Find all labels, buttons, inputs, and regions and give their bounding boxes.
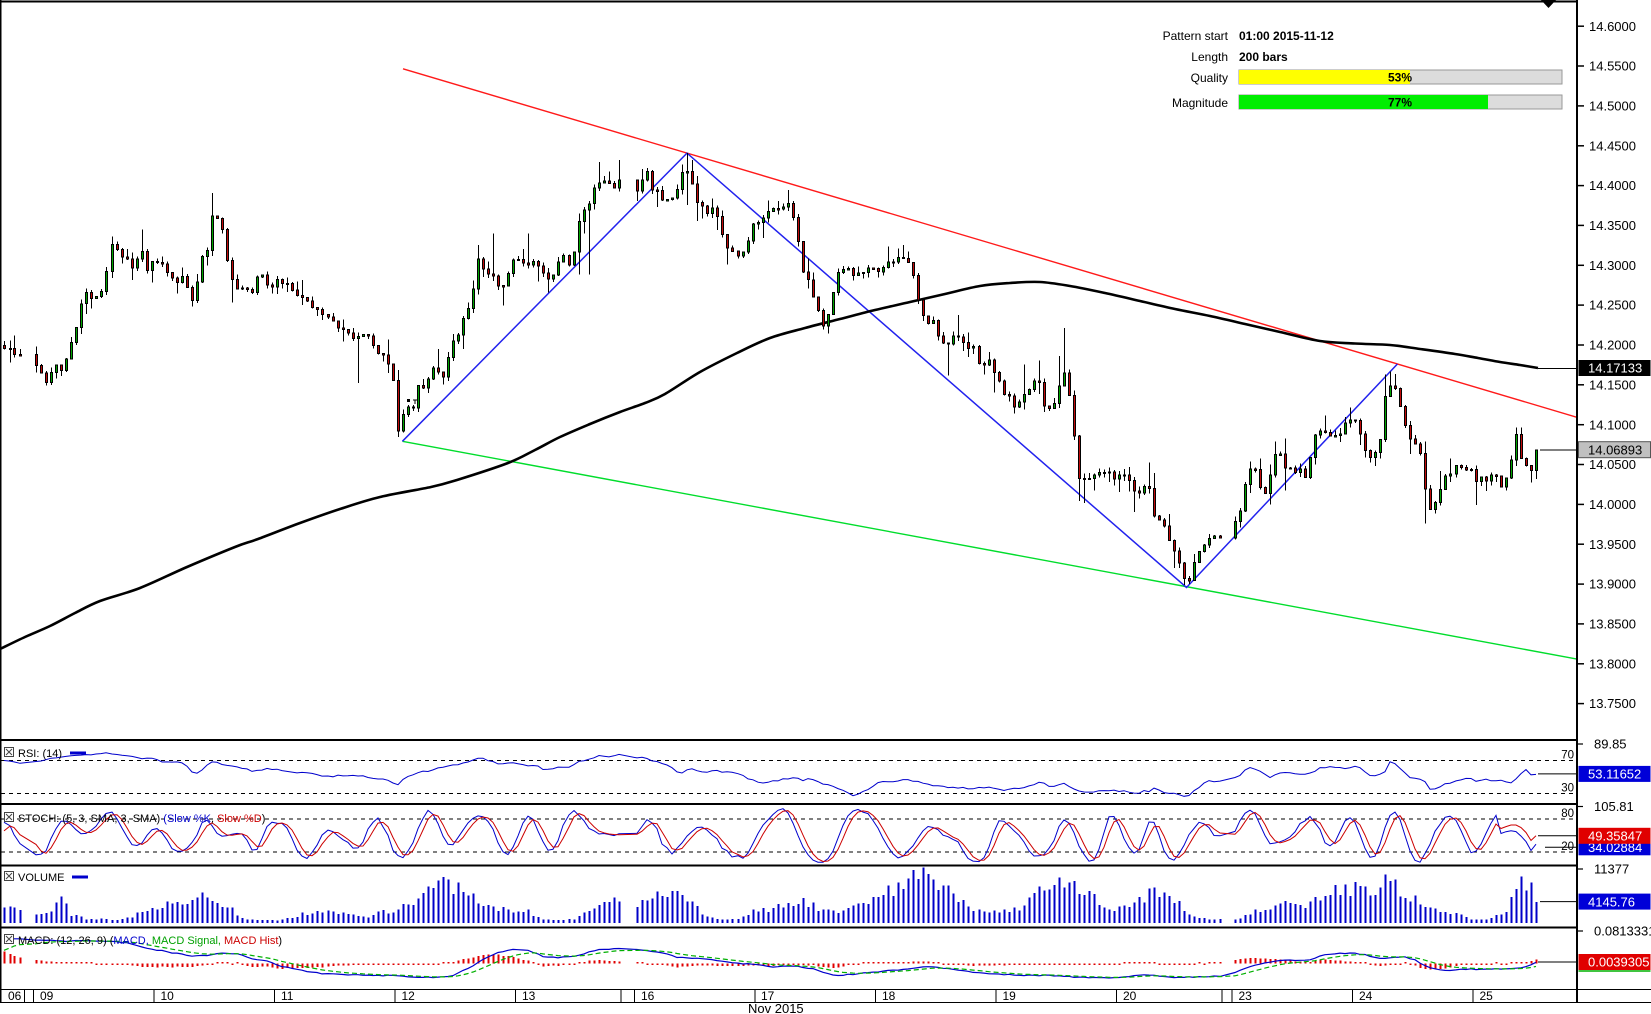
svg-text:VOLUME: VOLUME [18,872,64,884]
svg-text:19: 19 [1003,989,1017,1003]
svg-text:09: 09 [40,989,54,1003]
svg-text:89.85: 89.85 [1594,737,1627,752]
svg-text:49.35847: 49.35847 [1588,829,1642,844]
svg-text:06: 06 [8,989,22,1003]
svg-text:14.0000: 14.0000 [1589,497,1636,512]
svg-text:14.1500: 14.1500 [1589,377,1636,392]
svg-text:Pattern start: Pattern start [1163,29,1229,43]
svg-text:14.0500: 14.0500 [1589,457,1636,472]
svg-text:14.4000: 14.4000 [1589,178,1636,193]
svg-text:Nov 2015: Nov 2015 [748,1001,804,1014]
svg-text:11377: 11377 [1594,862,1629,877]
svg-text:14.3500: 14.3500 [1589,218,1636,233]
svg-text:80: 80 [1561,808,1574,820]
svg-text:13.7500: 13.7500 [1589,696,1636,711]
svg-text:30: 30 [1561,782,1574,794]
svg-text:0.0813331: 0.0813331 [1594,924,1651,939]
svg-text:23: 23 [1239,989,1253,1003]
svg-text:STOCH: (5, 3, SMA, 3, SMA) (Sl: STOCH: (5, 3, SMA, 3, SMA) (Slow %K, Slo… [18,813,265,825]
svg-text:77%: 77% [1388,96,1412,110]
svg-text:13.9500: 13.9500 [1589,537,1636,552]
svg-text:MACD: (12, 26, 9) (MACD, MACD: MACD: (12, 26, 9) (MACD, MACD Signal, MA… [18,935,282,947]
svg-text:53%: 53% [1388,71,1412,85]
svg-text:53.11652: 53.11652 [1588,767,1641,782]
svg-text:14.2000: 14.2000 [1589,338,1636,353]
svg-text:Length: Length [1191,50,1228,64]
svg-text:RSI: (14): RSI: (14) [18,748,62,760]
svg-text:14.3000: 14.3000 [1589,258,1636,273]
svg-text:14.17133: 14.17133 [1588,361,1642,376]
svg-text:14.06893: 14.06893 [1588,442,1642,457]
svg-text:14.6000: 14.6000 [1589,19,1636,34]
svg-text:4145.76: 4145.76 [1588,894,1635,909]
svg-text:25: 25 [1480,989,1494,1003]
svg-text:105.81: 105.81 [1594,799,1634,814]
svg-text:11: 11 [281,989,294,1003]
svg-text:17: 17 [761,989,775,1003]
svg-text:24: 24 [1359,989,1373,1003]
svg-text:Magnitude: Magnitude [1172,96,1228,110]
svg-text:14.4500: 14.4500 [1589,138,1636,153]
svg-text:Quality: Quality [1191,71,1228,85]
svg-text:13.9000: 13.9000 [1589,577,1636,592]
svg-text:12: 12 [402,989,416,1003]
svg-text:14.2500: 14.2500 [1589,298,1636,313]
svg-text:70: 70 [1561,750,1574,762]
svg-text:13: 13 [522,989,536,1003]
svg-text:14.5000: 14.5000 [1589,99,1636,114]
svg-text:18: 18 [882,989,896,1003]
svg-text:13.8500: 13.8500 [1589,617,1636,632]
svg-text:13.8000: 13.8000 [1589,656,1636,671]
svg-text:20: 20 [1561,841,1574,853]
svg-text:14.1000: 14.1000 [1589,417,1636,432]
svg-text:01:00 2015-11-12: 01:00 2015-11-12 [1239,29,1334,43]
svg-text:10: 10 [161,989,175,1003]
svg-text:0.0039305: 0.0039305 [1588,955,1649,970]
svg-text:14.5500: 14.5500 [1589,59,1636,74]
svg-text:200 bars: 200 bars [1239,50,1288,64]
svg-text:16: 16 [641,989,655,1003]
svg-text:20: 20 [1123,989,1137,1003]
